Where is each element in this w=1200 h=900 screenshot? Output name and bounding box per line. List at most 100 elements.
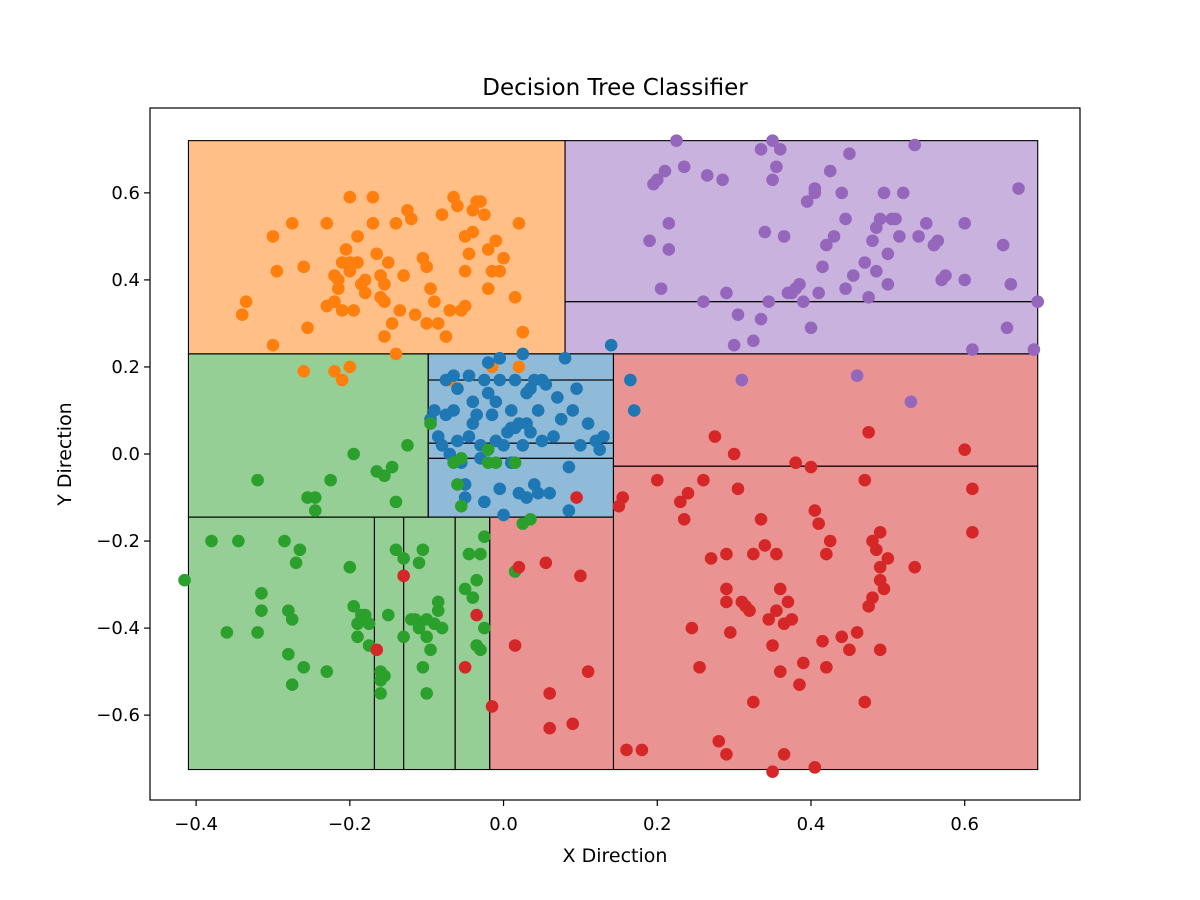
point-purple-72 [1004, 277, 1018, 291]
point-blue-59 [593, 443, 606, 456]
point-purple-20 [762, 295, 776, 308]
point-blue-10 [451, 382, 464, 396]
point-purple-32 [804, 321, 818, 335]
decision-regions [187, 140, 1039, 771]
region-green-3 [187, 353, 429, 518]
point-purple-36 [816, 260, 829, 274]
point-purple-42 [839, 282, 852, 295]
point-red-24 [697, 473, 710, 487]
point-purple-62 [919, 217, 933, 230]
point-blue-22 [485, 408, 499, 422]
point-green-45 [416, 543, 430, 557]
point-orange-41 [428, 295, 441, 308]
point-red-41 [762, 613, 776, 626]
point-red-33 [731, 482, 745, 496]
point-orange-13 [335, 304, 349, 317]
point-orange-15 [343, 190, 357, 204]
point-green-19 [320, 665, 334, 678]
point-red-12 [574, 569, 587, 583]
point-red-4 [485, 700, 499, 713]
point-red-80 [777, 748, 791, 761]
point-purple-44 [846, 269, 860, 282]
point-red-29 [720, 582, 733, 596]
point-purple-61 [912, 230, 925, 243]
point-red-45 [773, 665, 787, 678]
point-purple-74 [1027, 343, 1041, 356]
point-green-46 [420, 630, 433, 644]
point-orange-64 [512, 217, 526, 230]
point-green-7 [255, 604, 268, 617]
region-orange-0 [187, 140, 566, 355]
x-axis-label: X Direction [563, 845, 668, 867]
point-orange-61 [493, 264, 507, 278]
point-orange-40 [424, 282, 437, 295]
point-green-4 [251, 473, 264, 487]
point-green-44 [416, 660, 430, 674]
point-blue-24 [489, 395, 503, 409]
point-orange-3 [266, 338, 280, 352]
point-red-73 [881, 552, 895, 565]
point-green-73 [474, 643, 487, 657]
point-green-65 [478, 621, 491, 635]
point-green-64 [478, 530, 491, 543]
point-purple-39 [827, 230, 841, 243]
point-green-77 [374, 674, 387, 687]
point-blue-21 [481, 386, 495, 400]
point-purple-5 [662, 217, 676, 230]
x-tick-label: 0.2 [643, 814, 672, 835]
y-tick-label: −0.4 [96, 618, 140, 639]
point-purple-34 [808, 186, 822, 200]
point-green-52 [431, 595, 445, 609]
point-orange-44 [439, 330, 453, 343]
point-green-35 [385, 460, 399, 474]
point-red-44 [773, 582, 787, 596]
point-red-62 [858, 695, 872, 709]
point-blue-55 [570, 382, 583, 396]
point-green-17 [308, 491, 322, 504]
point-green-34 [381, 608, 395, 622]
point-red-61 [850, 626, 864, 639]
point-purple-13 [727, 338, 741, 352]
point-purple-69 [966, 343, 979, 356]
point-green-75 [351, 630, 364, 644]
point-red-0 [370, 643, 384, 657]
point-green-30 [374, 687, 387, 700]
point-orange-43 [435, 208, 449, 221]
point-red-19 [674, 495, 687, 509]
point-purple-57 [893, 230, 906, 243]
point-orange-6 [297, 260, 311, 274]
point-red-27 [712, 734, 726, 748]
point-orange-34 [397, 269, 410, 282]
point-purple-68 [958, 217, 972, 230]
point-blue-57 [581, 417, 595, 430]
point-green-47 [420, 687, 433, 700]
point-green-27 [362, 617, 376, 631]
point-blue-17 [470, 408, 483, 422]
x-tick-label: −0.4 [174, 814, 218, 835]
point-orange-33 [393, 304, 407, 317]
point-orange-22 [358, 273, 372, 287]
point-purple-7 [670, 134, 683, 147]
point-red-32 [727, 447, 741, 461]
point-orange-60 [489, 234, 503, 248]
point-orange-66 [389, 347, 403, 361]
point-green-8 [278, 534, 291, 548]
point-orange-5 [285, 217, 299, 230]
point-red-77 [966, 526, 979, 539]
point-purple-53 [881, 247, 895, 261]
point-red-40 [758, 539, 772, 552]
y-tick-label: 0.6 [111, 183, 140, 204]
point-red-48 [785, 613, 799, 626]
point-green-68 [489, 456, 503, 470]
point-purple-14 [731, 308, 745, 322]
point-red-10 [566, 717, 580, 731]
point-green-40 [401, 438, 414, 452]
point-purple-67 [958, 273, 972, 287]
x-tick-label: 0.0 [489, 814, 518, 835]
point-blue-20 [481, 356, 495, 369]
x-tick-label: 0.4 [797, 814, 826, 835]
point-orange-62 [497, 251, 510, 265]
point-blue-47 [539, 378, 553, 391]
point-red-59 [835, 630, 849, 644]
